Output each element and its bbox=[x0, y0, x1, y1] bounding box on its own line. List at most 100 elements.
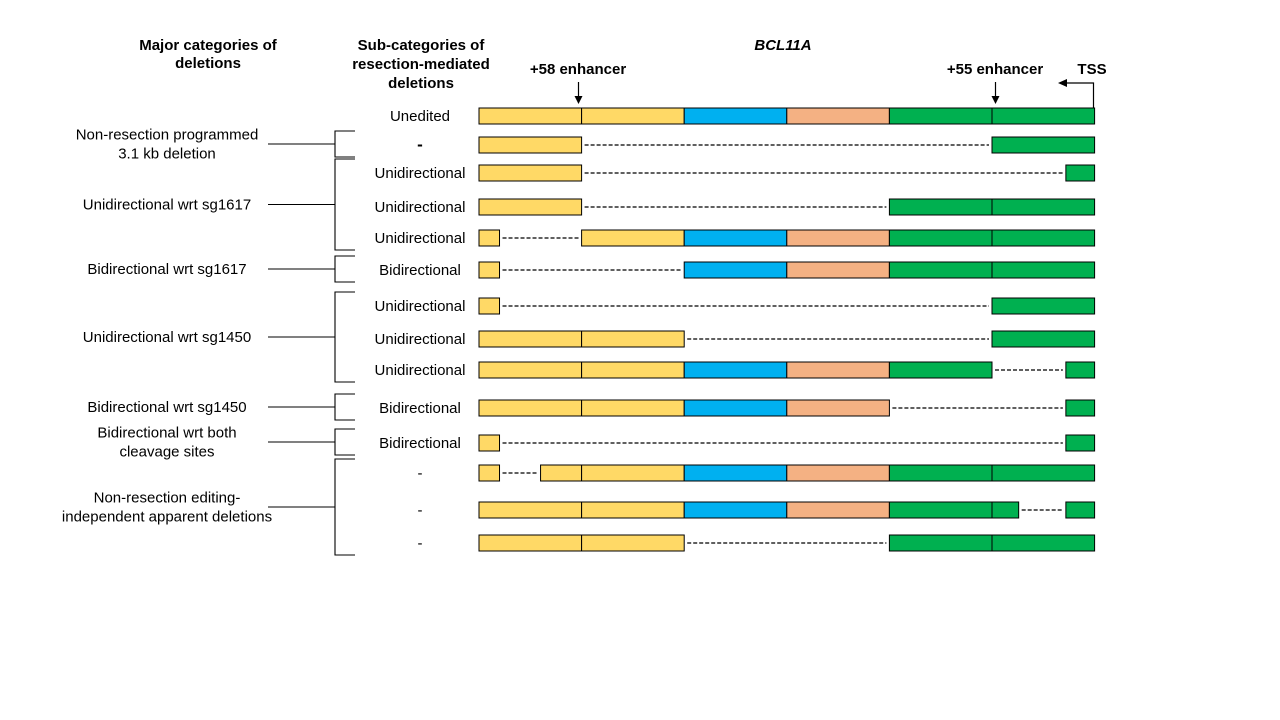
blue-segment bbox=[683, 464, 788, 482]
tss-label: TSS bbox=[1077, 61, 1106, 78]
yellow-segment bbox=[478, 107, 583, 125]
sub-header-line3: deletions bbox=[388, 75, 454, 92]
categories-layer: Non-resection programmed 3.1 kb deletion U… bbox=[62, 127, 355, 556]
category-label: Unidirectional wrt sg1450 bbox=[83, 329, 251, 346]
row-11: - bbox=[418, 464, 1096, 482]
category-bracket bbox=[334, 158, 355, 251]
yellow-segment bbox=[478, 198, 583, 216]
enhancer-55-label: +55 enhancer bbox=[947, 61, 1043, 78]
green-segment bbox=[888, 361, 993, 379]
row-5: Bidirectional bbox=[379, 261, 1096, 279]
green-segment bbox=[888, 501, 993, 519]
category-label: independent apparent deletions bbox=[62, 509, 272, 526]
category-label: cleavage sites bbox=[119, 444, 214, 461]
enhancer-58-label: +58 enhancer bbox=[530, 61, 626, 78]
salmon-segment bbox=[786, 501, 890, 519]
row-label: Unidirectional bbox=[375, 298, 466, 315]
category-3: Unidirectional wrt sg1450 bbox=[83, 291, 355, 383]
category-bracket bbox=[334, 255, 355, 283]
rows-layer: Unedited - Unidirectional Unidirectional Uni… bbox=[375, 107, 1096, 552]
green-segment bbox=[991, 330, 1096, 348]
yellow-segment bbox=[581, 330, 685, 348]
row-0: Unedited bbox=[390, 107, 1096, 125]
green-segment bbox=[1065, 399, 1096, 417]
row-label: Unidirectional bbox=[375, 165, 466, 182]
row-label: - bbox=[418, 465, 423, 482]
major-header-line1: Major categories of bbox=[139, 37, 278, 54]
category-bracket bbox=[334, 393, 355, 421]
row-9: Bidirectional bbox=[379, 399, 1096, 417]
green-segment bbox=[991, 107, 1096, 125]
green-segment bbox=[1065, 361, 1096, 379]
yellow-segment bbox=[581, 534, 685, 552]
salmon-segment bbox=[786, 399, 890, 417]
blue-segment bbox=[683, 399, 788, 417]
row-2: Unidirectional bbox=[375, 164, 1096, 182]
category-label: Unidirectional wrt sg1617 bbox=[83, 197, 251, 214]
category-bracket bbox=[334, 130, 355, 158]
category-1: Unidirectional wrt sg1617 bbox=[83, 158, 355, 251]
green-segment bbox=[991, 464, 1096, 482]
yellow-segment bbox=[581, 107, 685, 125]
yellow-segment bbox=[478, 464, 501, 482]
yellow-segment bbox=[478, 261, 501, 279]
yellow-segment bbox=[478, 399, 583, 417]
category-0: Non-resection programmed 3.1 kb deletion bbox=[76, 127, 355, 163]
sub-header-line1: Sub-categories of bbox=[358, 37, 486, 54]
row-label: Bidirectional bbox=[379, 435, 461, 452]
yellow-segment bbox=[478, 501, 583, 519]
category-label: 3.1 kb deletion bbox=[118, 146, 216, 163]
enhancer-58-arrow bbox=[574, 82, 583, 104]
green-segment bbox=[991, 297, 1096, 315]
yellow-segment bbox=[478, 434, 501, 452]
row-label: Unedited bbox=[390, 108, 450, 125]
blue-segment bbox=[683, 261, 788, 279]
green-segment bbox=[991, 198, 1096, 216]
row-label: Unidirectional bbox=[375, 331, 466, 348]
category-bracket bbox=[334, 291, 355, 383]
green-segment bbox=[991, 136, 1096, 154]
yellow-segment bbox=[581, 501, 685, 519]
yellow-segment bbox=[478, 136, 583, 154]
category-label: Bidirectional wrt both bbox=[97, 425, 236, 442]
yellow-segment bbox=[581, 361, 685, 379]
row-label: Unidirectional bbox=[375, 362, 466, 379]
blue-segment bbox=[683, 361, 788, 379]
row-8: Unidirectional bbox=[375, 361, 1096, 379]
row-1: - bbox=[417, 135, 1096, 154]
yellow-segment bbox=[478, 297, 501, 315]
row-10: Bidirectional bbox=[379, 434, 1096, 452]
green-segment bbox=[1065, 501, 1096, 519]
category-label: Non-resection editing- bbox=[94, 490, 241, 507]
category-bracket bbox=[334, 428, 355, 456]
major-header-line2: deletions bbox=[175, 55, 241, 72]
row-label: - bbox=[417, 135, 423, 154]
row-7: Unidirectional bbox=[375, 330, 1096, 348]
row-label: Unidirectional bbox=[375, 199, 466, 216]
category-4: Bidirectional wrt sg1450 bbox=[87, 393, 355, 421]
salmon-segment bbox=[786, 229, 890, 247]
green-segment bbox=[991, 501, 1020, 519]
yellow-segment bbox=[540, 464, 583, 482]
row-label: Bidirectional bbox=[379, 262, 461, 279]
blue-segment bbox=[683, 501, 788, 519]
green-segment bbox=[888, 107, 993, 125]
green-segment bbox=[1065, 434, 1096, 452]
sub-header-line2: resection-mediated bbox=[352, 56, 490, 73]
category-bracket bbox=[334, 458, 355, 556]
green-segment bbox=[888, 261, 993, 279]
yellow-segment bbox=[478, 229, 501, 247]
enhancer-55-arrow bbox=[991, 82, 1000, 104]
green-segment bbox=[991, 261, 1096, 279]
row-3: Unidirectional bbox=[375, 198, 1096, 216]
row-label: Bidirectional bbox=[379, 400, 461, 417]
green-segment bbox=[888, 534, 993, 552]
category-6: Non-resection editing-independent appare… bbox=[62, 458, 355, 556]
salmon-segment bbox=[786, 464, 890, 482]
yellow-segment bbox=[581, 399, 685, 417]
blue-segment bbox=[683, 107, 788, 125]
gene-title: BCL11A bbox=[754, 37, 811, 54]
yellow-segment bbox=[581, 464, 685, 482]
